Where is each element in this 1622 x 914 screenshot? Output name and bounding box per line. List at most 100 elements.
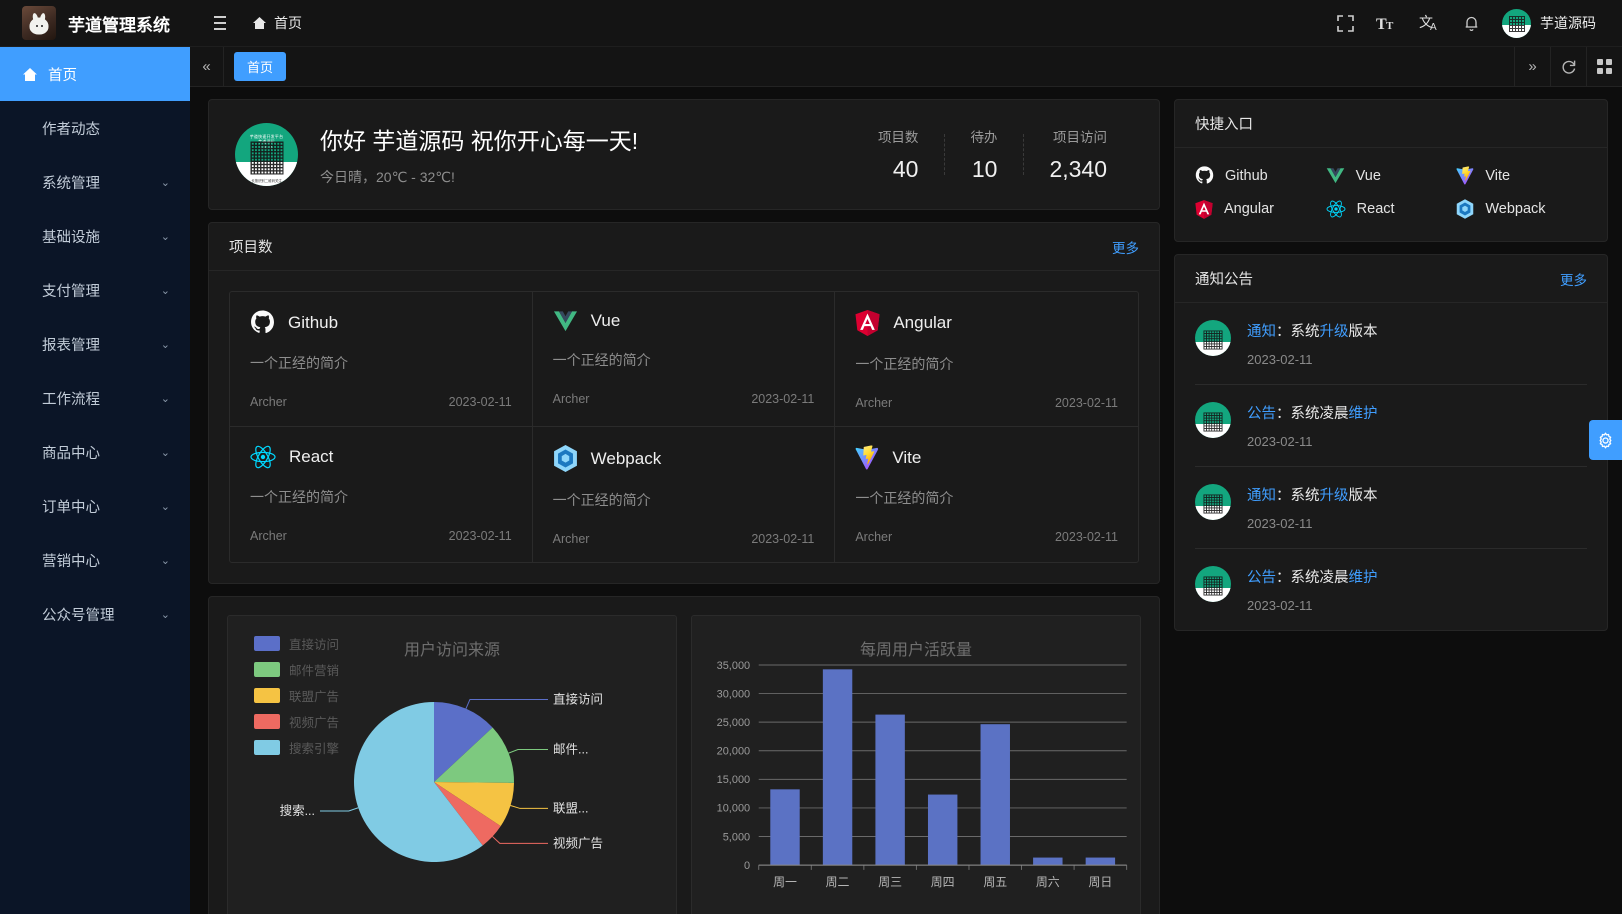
tabs-scroll-left-icon[interactable]: « xyxy=(190,46,224,87)
svg-text:A: A xyxy=(1430,22,1437,32)
legend-item[interactable]: 直接访问 xyxy=(254,634,339,653)
notice-avatar xyxy=(1195,484,1231,520)
svg-text:视频广告: 视频广告 xyxy=(553,835,603,850)
sidebar-item-order[interactable]: 订单中心 ⌄ xyxy=(0,479,190,533)
home-icon xyxy=(252,16,267,30)
quick-entry-header: 快捷入口 xyxy=(1175,100,1607,148)
sidebar-item-mp[interactable]: 公众号管理 ⌄ xyxy=(0,587,190,641)
menu-collapse-icon[interactable] xyxy=(208,16,226,30)
notice-date: 2023-02-11 xyxy=(1247,516,1313,531)
stat-value: 40 xyxy=(892,156,919,182)
project-card-angular[interactable]: Angular 一个正经的简介 Archer 2023-02-11 xyxy=(835,292,1138,427)
pie-chart-legend: 直接访问 邮件营销 联盟广告 xyxy=(254,634,339,757)
sidebar-item-workflow[interactable]: 工作流程 ⌄ xyxy=(0,371,190,425)
font-size-icon[interactable]: T T xyxy=(1366,0,1408,47)
project-card-github[interactable]: Github 一个正经的简介 Archer 2023-02-11 xyxy=(230,292,533,427)
notice-avatar xyxy=(1195,320,1231,356)
quick-entry-label: Vue xyxy=(1355,167,1381,184)
sidebar-item-payment[interactable]: 支付管理 ⌄ xyxy=(0,263,190,317)
sidebar-item-system[interactable]: 系统管理 ⌄ xyxy=(0,155,190,209)
project-name: Vue xyxy=(590,311,621,330)
notice-item[interactable]: 通知：系统升级版本 2023-02-11 xyxy=(1195,303,1587,385)
legend-item[interactable]: 视频广告 xyxy=(254,712,339,731)
header-actions: T T 文 A 芋道源码 xyxy=(1324,0,1622,47)
notice-item[interactable]: 通知：系统升级版本 2023-02-11 xyxy=(1195,467,1587,549)
sidebar-item-report[interactable]: 报表管理 ⌄ xyxy=(0,317,190,371)
project-card-react[interactable]: React 一个正经的简介 Archer 2023-02-11 xyxy=(230,427,533,562)
notice-suffix: 版本 xyxy=(1348,324,1378,340)
tabs-scroll-right-icon[interactable]: » xyxy=(1514,46,1550,87)
svg-text:联盟...: 联盟... xyxy=(553,801,588,815)
notices-more-link[interactable]: 更多 xyxy=(1560,272,1587,288)
project-date: 2023-02-11 xyxy=(1054,530,1118,544)
notice-mid: ：系统 xyxy=(1276,488,1320,504)
legend-label: 联盟广告 xyxy=(289,690,340,704)
project-author: Archer xyxy=(855,396,893,410)
notice-title[interactable]: 通知：系统升级版本 xyxy=(1247,320,1378,341)
legend-item[interactable]: 搜索引擎 xyxy=(254,738,339,757)
fullscreen-icon[interactable] xyxy=(1324,0,1366,47)
notice-title[interactable]: 公告：系统凌晨维护 xyxy=(1247,566,1378,587)
quick-entry-vite[interactable]: Vite xyxy=(1456,166,1587,185)
quick-entry-github[interactable]: Github xyxy=(1195,166,1326,185)
settings-fab-button[interactable] xyxy=(1589,420,1622,460)
legend-swatch xyxy=(254,740,280,755)
welcome-stats: 项目数 40 待办 10 项目访问 2,340 xyxy=(852,126,1133,183)
legend-item[interactable]: 邮件营销 xyxy=(254,660,339,679)
project-author: Archer xyxy=(250,395,287,409)
stat-label: 项目数 xyxy=(877,130,919,145)
charts-card: 用户访问来源 直接访问 邮件营销 xyxy=(208,596,1160,914)
user-name: 芋道源码 xyxy=(1540,15,1596,31)
quick-entry-webpack[interactable]: Webpack xyxy=(1456,199,1587,219)
chevron-down-icon: ⌄ xyxy=(160,338,170,351)
svg-text:周五: 周五 xyxy=(983,875,1007,889)
notice-title[interactable]: 公告：系统凌晨维护 xyxy=(1247,402,1378,423)
breadcrumb[interactable]: 首页 xyxy=(252,13,302,33)
notices-card: 通知公告 更多 通知：系统升级版本 2023-02-11 xyxy=(1174,254,1608,631)
brand[interactable]: 芋道管理系统 xyxy=(0,6,190,40)
stat-todo: 待办 10 xyxy=(944,126,1023,183)
grid-layout-icon[interactable] xyxy=(1586,46,1622,87)
project-card-webpack[interactable]: Webpack 一个正经的简介 Archer 2023-02-11 xyxy=(533,427,836,562)
projects-more-link[interactable]: 更多 xyxy=(1112,240,1139,256)
quick-entry-vue[interactable]: Vue xyxy=(1326,166,1457,185)
project-date: 2023-02-11 xyxy=(751,392,815,406)
quick-entry-react[interactable]: React xyxy=(1326,199,1457,219)
quick-entry-label: React xyxy=(1356,201,1395,217)
project-card-vite[interactable]: Vite 一个正经的简介 Archer 2023-02-11 xyxy=(835,427,1138,562)
legend-item[interactable]: 联盟广告 xyxy=(254,686,339,705)
notice-item[interactable]: 公告：系统凌晨维护 2023-02-11 xyxy=(1195,549,1587,630)
breadcrumb-label: 首页 xyxy=(274,15,302,31)
angular-icon xyxy=(1195,199,1213,219)
project-card-vue[interactable]: Vue 一个正经的简介 Archer 2023-02-11 xyxy=(532,292,836,427)
sidebar-item-marketing[interactable]: 营销中心 ⌄ xyxy=(0,533,190,587)
sidebar-item-product[interactable]: 商品中心 ⌄ xyxy=(0,425,190,479)
notice-item[interactable]: 公告：系统凌晨维护 2023-02-11 xyxy=(1195,385,1587,467)
tabs-container: 首页 xyxy=(224,52,1514,81)
translate-icon[interactable]: 文 A xyxy=(1408,0,1450,47)
tab-bar-actions: » xyxy=(1514,46,1622,87)
pie-chart-title: 用户访问来源 xyxy=(403,642,500,659)
sidebar-item-home[interactable]: 首页 xyxy=(0,47,190,101)
sidebar-item-author-news[interactable]: 作者动态 xyxy=(0,101,190,155)
stat-label: 待办 xyxy=(970,130,998,145)
svg-text:文: 文 xyxy=(1419,15,1433,31)
quick-entry-angular[interactable]: Angular xyxy=(1195,199,1326,219)
webpack-icon xyxy=(553,445,578,472)
projects-grid: Github 一个正经的简介 Archer 2023-02-11 xyxy=(229,291,1139,563)
bell-icon[interactable] xyxy=(1450,0,1492,47)
svg-text:10,000: 10,000 xyxy=(717,803,751,815)
notice-date: 2023-02-11 xyxy=(1247,352,1313,367)
chevron-down-icon: ⌄ xyxy=(160,176,170,189)
tab-home[interactable]: 首页 xyxy=(234,52,287,81)
user-menu[interactable]: 芋道源码 xyxy=(1492,0,1606,47)
notice-title[interactable]: 通知：系统升级版本 xyxy=(1247,484,1378,505)
sidebar-item-infra[interactable]: 基础设施 ⌄ xyxy=(0,209,190,263)
quick-entry-label: Webpack xyxy=(1485,201,1546,217)
refresh-icon[interactable] xyxy=(1550,46,1586,87)
project-author: Archer xyxy=(855,530,893,544)
project-desc: 一个正经的简介 xyxy=(250,489,348,505)
sidebar-item-label: 作者动态 xyxy=(42,121,100,138)
notice-prefix: 公告 xyxy=(1247,406,1276,422)
project-date: 2023-02-11 xyxy=(751,532,815,546)
